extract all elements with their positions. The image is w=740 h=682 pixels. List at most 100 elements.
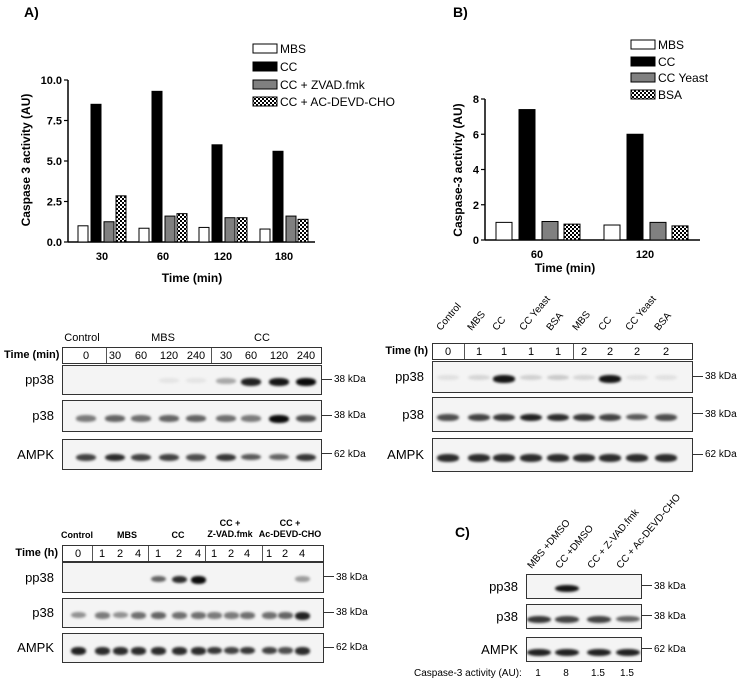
x-tick-label: 120	[636, 249, 654, 261]
protein-band	[206, 647, 222, 655]
blot-ampk	[62, 439, 322, 470]
protein-band	[527, 615, 551, 623]
bar-bsa	[671, 225, 689, 241]
protein-band	[527, 648, 551, 657]
protein-band	[159, 378, 179, 384]
lane-time-label: 4	[134, 548, 142, 560]
lane-time-label: 60	[134, 350, 148, 362]
protein-band	[626, 454, 648, 462]
protein-band	[587, 615, 611, 623]
protein-band	[216, 378, 236, 384]
time-header-row: 0 30 60 120 240 30 60 120 240	[62, 347, 322, 364]
bar-cc	[626, 133, 644, 241]
group-label: CC +	[279, 518, 301, 528]
protein-band	[655, 375, 677, 381]
kda-marker: 38 kDa	[693, 409, 737, 420]
y-tick-label: 6	[473, 129, 479, 141]
protein-band	[277, 647, 293, 655]
lane-time-label: 60	[244, 350, 258, 362]
bar-cc	[518, 109, 536, 241]
protein-band	[241, 378, 261, 386]
blot-pp38	[526, 574, 642, 599]
y-tick-label: 0	[473, 235, 479, 247]
protein-band	[437, 454, 459, 462]
row-label: pp38	[395, 369, 424, 384]
y-tick-label: 2.5	[47, 197, 62, 209]
protein-band	[493, 454, 515, 462]
lane-time-label: 2	[281, 548, 289, 560]
lane-time-label: 2	[580, 346, 588, 358]
bar-mbs	[259, 228, 271, 243]
protein-band	[261, 612, 277, 619]
protein-band	[296, 378, 316, 386]
group-label: Z-VAD.fmk	[207, 529, 253, 539]
column-divider	[573, 344, 574, 359]
protein-band	[223, 647, 239, 655]
protein-band	[294, 647, 310, 655]
protein-band	[241, 415, 261, 422]
lane-time-label: 1	[154, 548, 162, 560]
bar-cc-ac-devd-cho	[115, 195, 127, 243]
blot-ampk	[62, 633, 324, 663]
caspase-activity-value: 1.5	[591, 668, 605, 679]
protein-band	[555, 584, 579, 593]
column-divider	[211, 348, 212, 363]
lane-name: CC	[596, 314, 615, 333]
protein-band	[186, 378, 206, 384]
protein-band	[105, 453, 125, 462]
y-tick-label: 0.0	[47, 237, 62, 249]
protein-band	[131, 453, 151, 461]
legend-swatch	[252, 61, 278, 72]
group-label: CC +	[219, 518, 241, 528]
legend-label: CC + AC-DEVD-CHO	[280, 95, 395, 109]
lane-time-label: 30	[108, 350, 122, 362]
protein-band	[277, 612, 293, 619]
blot-p38	[62, 400, 322, 432]
protein-band	[573, 375, 595, 381]
protein-band	[626, 375, 648, 381]
protein-band	[206, 612, 222, 619]
lane-time-label: 2	[633, 346, 641, 358]
kda-marker: 62 kDa	[693, 449, 737, 460]
protein-band	[269, 378, 289, 386]
protein-band	[468, 413, 490, 421]
lane-time-label: 4	[243, 548, 251, 560]
legend-swatch	[630, 89, 656, 100]
column-divider	[262, 546, 263, 561]
group-label: Control	[64, 332, 100, 344]
kda-marker: 38 kDa	[642, 581, 686, 592]
lane-time-label: 2	[662, 346, 670, 358]
x-tick-label: 120	[214, 251, 232, 263]
lane-name: MBS	[465, 309, 488, 333]
y-axis-label: Caspase-3 activity (AU)	[451, 103, 465, 236]
protein-band	[555, 648, 579, 657]
group-label: MBS	[117, 530, 137, 540]
protein-band	[171, 612, 187, 619]
legend-label: CC + ZVAD.fmk	[280, 78, 366, 92]
kda-marker: 38 kDa	[642, 611, 686, 622]
protein-band	[294, 612, 310, 620]
column-divider	[148, 546, 149, 561]
time-label: Time (h)	[385, 345, 428, 357]
protein-band	[105, 415, 125, 422]
lane-time-label: 0	[82, 350, 90, 362]
time-label: Time (h)	[15, 547, 58, 559]
protein-band	[216, 415, 236, 422]
column-divider	[205, 546, 206, 561]
row-label: AMPK	[387, 447, 424, 462]
y-tick-label: 5.0	[47, 156, 62, 168]
group-label: Ac-DEVD-CHO	[258, 529, 322, 539]
protein-band	[269, 453, 289, 461]
group-label: CC	[171, 530, 185, 540]
protein-band	[171, 575, 187, 584]
lane-time-label: 2	[175, 548, 183, 560]
bar-cc-ac-devd-cho	[236, 217, 248, 243]
panel-label-c: C)	[455, 524, 470, 540]
row-label: p38	[402, 406, 424, 422]
y-tick-label: 7.5	[47, 116, 62, 128]
kda-marker: 62 kDa	[642, 644, 686, 655]
group-label: CC	[254, 332, 270, 344]
protein-band	[296, 453, 316, 461]
protein-band	[190, 647, 206, 655]
lane-name: BSA	[652, 310, 674, 333]
